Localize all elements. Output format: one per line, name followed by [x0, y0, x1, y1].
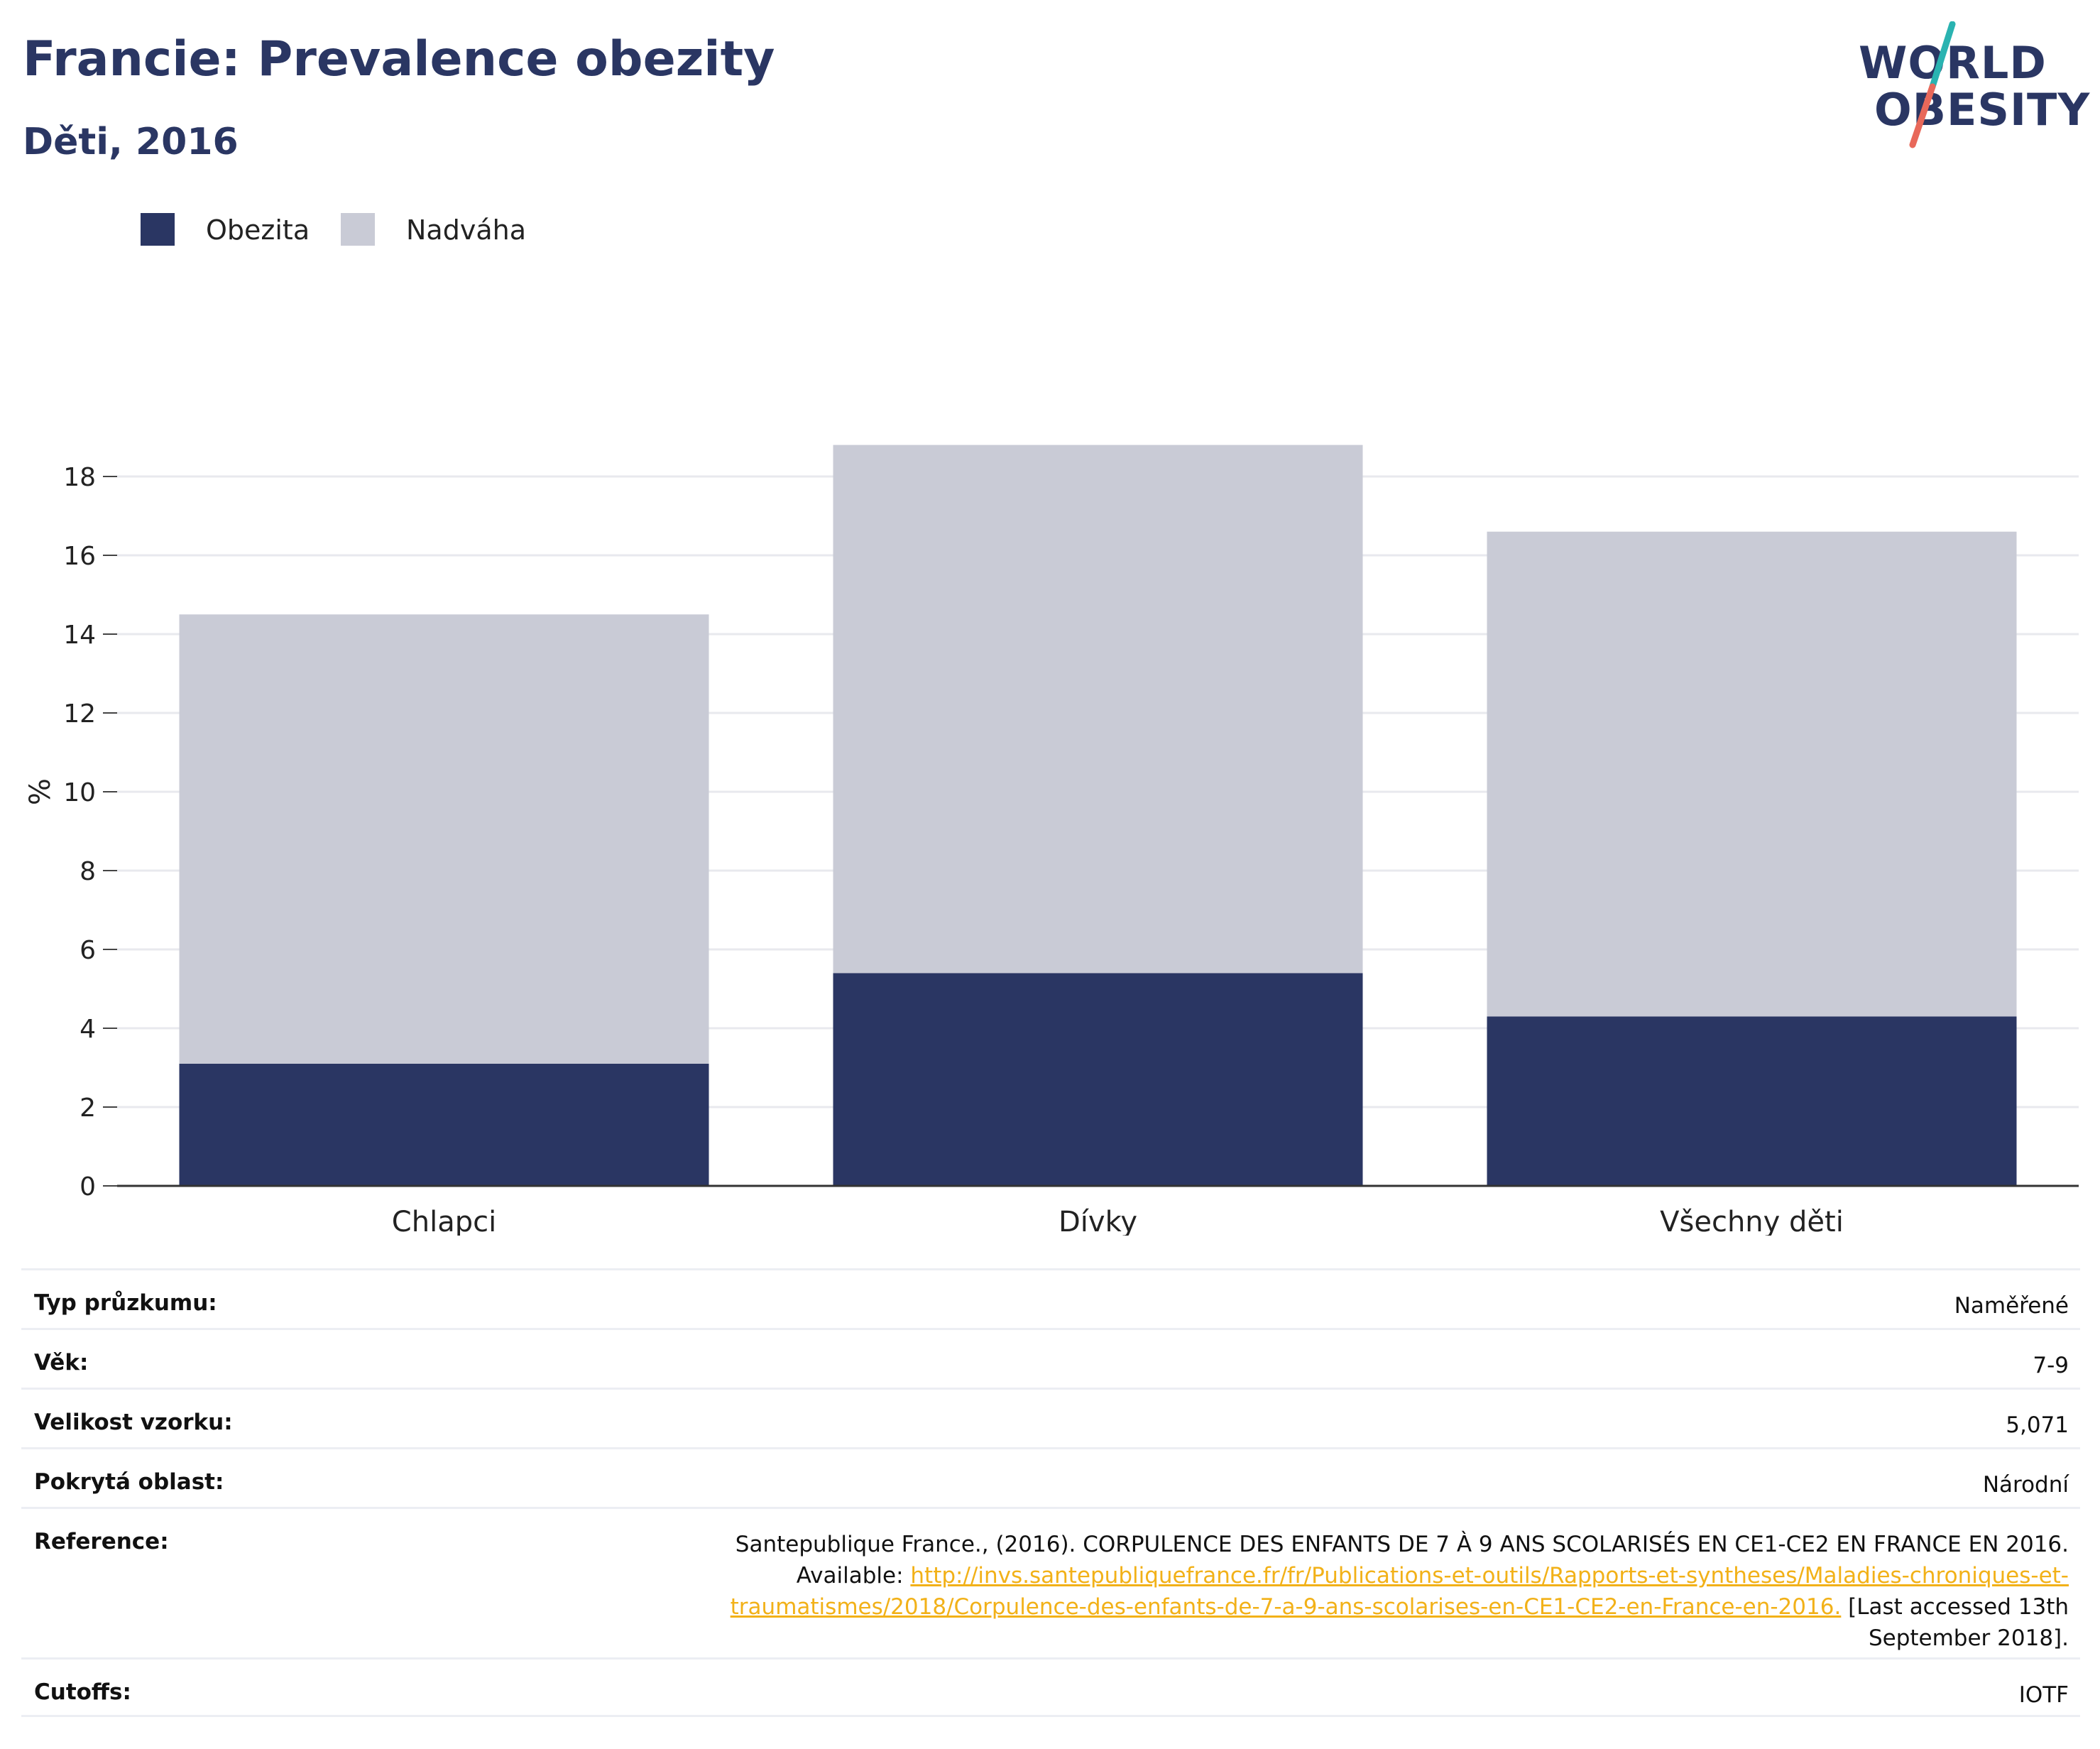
- y-tick-label: 16: [63, 542, 96, 571]
- info-row-reference: Reference: Santepublique France., (2016)…: [21, 1507, 2080, 1657]
- bar-nadvaha-1: [833, 445, 1363, 974]
- info-row-survey-type: Typ průzkumu: Naměřené: [21, 1268, 2080, 1328]
- info-key-survey-type: Typ průzkumu:: [34, 1290, 217, 1316]
- info-value-cutoffs: IOTF: [2018, 1682, 2069, 1708]
- x-category-label: Všechny děti: [1660, 1206, 1844, 1236]
- info-key-area: Pokrytá oblast:: [34, 1469, 224, 1495]
- logo-line-1: WORLD: [1859, 37, 2047, 89]
- info-value-survey-type: Naměřené: [1954, 1293, 2069, 1319]
- y-tick-label: 14: [63, 621, 96, 650]
- x-category-label: Chlapci: [392, 1206, 496, 1236]
- y-axis-label: %: [24, 778, 57, 805]
- y-tick-label: 10: [63, 778, 96, 807]
- info-key-cutoffs: Cutoffs:: [34, 1679, 131, 1705]
- info-key-sample-size: Velikost vzorku:: [34, 1410, 233, 1435]
- logo-slash-icon: [1909, 21, 1956, 148]
- info-value-age: 7-9: [2033, 1353, 2069, 1378]
- y-tick-label: 8: [80, 857, 96, 886]
- info-row-sample-size: Velikost vzorku: 5,071: [21, 1388, 2080, 1447]
- reference-accessed: [Last accessed 13th September 2018].: [1841, 1594, 2069, 1651]
- y-tick-label: 4: [80, 1015, 96, 1044]
- legend-label-obezita: Obezita: [206, 214, 310, 246]
- info-value-reference: Santepublique France., (2016). CORPULENC…: [21, 1509, 2080, 1654]
- bar-nadvaha-2: [1487, 531, 2017, 1017]
- legend-swatch-obezita: [141, 213, 175, 246]
- info-key-reference: Reference:: [34, 1529, 169, 1554]
- info-row-area: Pokrytá oblast: Národní: [21, 1447, 2080, 1507]
- bar-obezita-2: [1487, 1016, 2017, 1186]
- info-table: Typ průzkumu: Naměřené Věk: 7-9 Velikost…: [21, 1268, 2080, 1717]
- legend-label-nadvaha: Nadváha: [406, 214, 526, 246]
- y-tick-label: 12: [63, 699, 96, 729]
- y-tick-label: 0: [80, 1172, 96, 1202]
- info-row-age: Věk: 7-9: [21, 1328, 2080, 1388]
- stacked-bar-chart: 0 2 4 6 8 10 12 14 16 18% Chlapci Dívky Všechny děti: [24, 445, 2079, 1236]
- x-category-label: Dívky: [1059, 1206, 1137, 1236]
- info-value-sample-size: 5,071: [2006, 1412, 2069, 1438]
- y-tick-label: 2: [80, 1094, 96, 1123]
- reference-text: Santepublique France., (2016). CORPULENC…: [735, 1532, 2069, 1589]
- legend-swatch-nadvaha: [341, 213, 375, 246]
- bar-obezita-0: [179, 1063, 709, 1186]
- y-tick-label: 18: [63, 463, 96, 492]
- bar-nadvaha-0: [179, 614, 709, 1064]
- y-tick-label: 6: [80, 936, 96, 965]
- info-value-area: Národní: [1982, 1472, 2069, 1498]
- logo-line-2: OBESITY: [1874, 84, 2091, 136]
- info-row-cutoffs: Cutoffs: IOTF: [21, 1657, 2080, 1717]
- info-key-age: Věk:: [34, 1350, 89, 1375]
- bar-obezita-1: [833, 973, 1363, 1186]
- world-obesity-logo: WORLD OBESITY: [1853, 21, 2091, 149]
- reference-link[interactable]: http://invs.santepubliquefrance.fr/fr/Pu…: [730, 1563, 2069, 1620]
- page-title: Francie: Prevalence obezity: [23, 31, 775, 87]
- page-subtitle: Děti, 2016: [23, 121, 239, 163]
